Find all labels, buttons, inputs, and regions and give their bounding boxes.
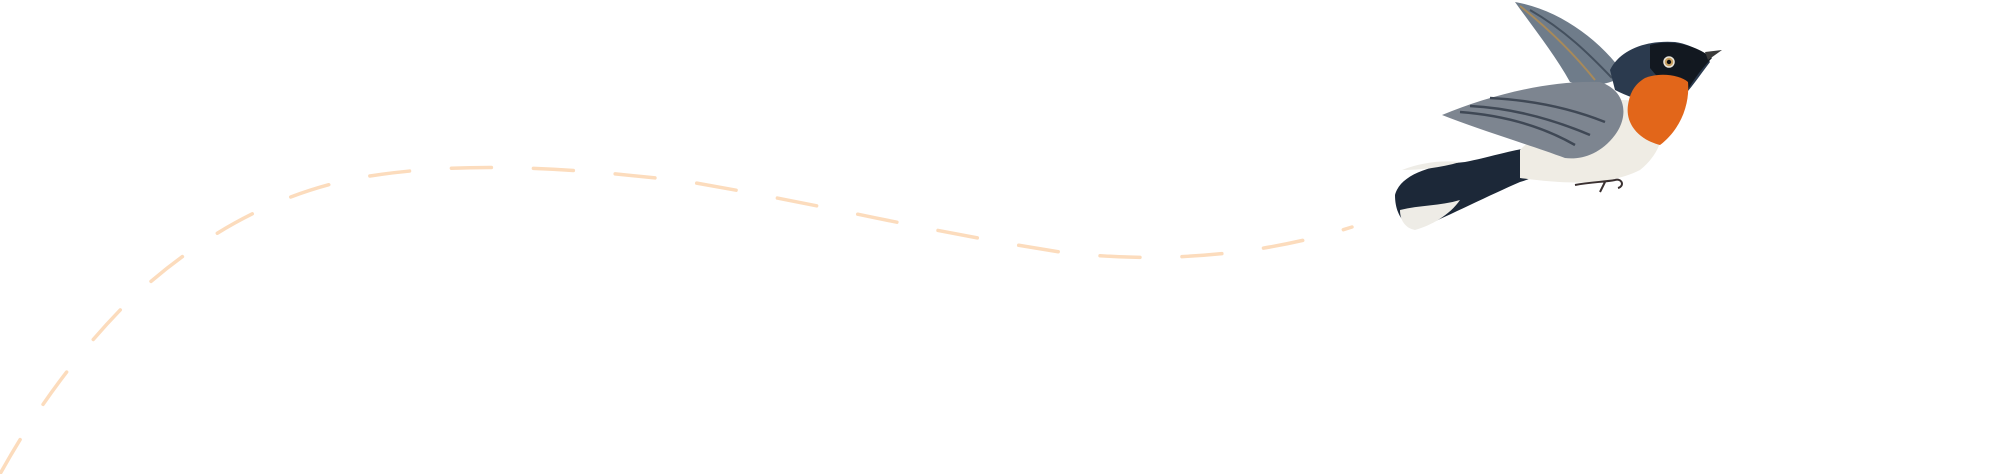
bird-feet <box>1574 178 1623 193</box>
bird-beak <box>1705 50 1722 60</box>
bird-orange-throat <box>1627 74 1689 145</box>
bird-lower-wing <box>1442 81 1624 159</box>
dashed-flight-path <box>0 165 1354 474</box>
bird-illustration <box>1395 2 1722 230</box>
